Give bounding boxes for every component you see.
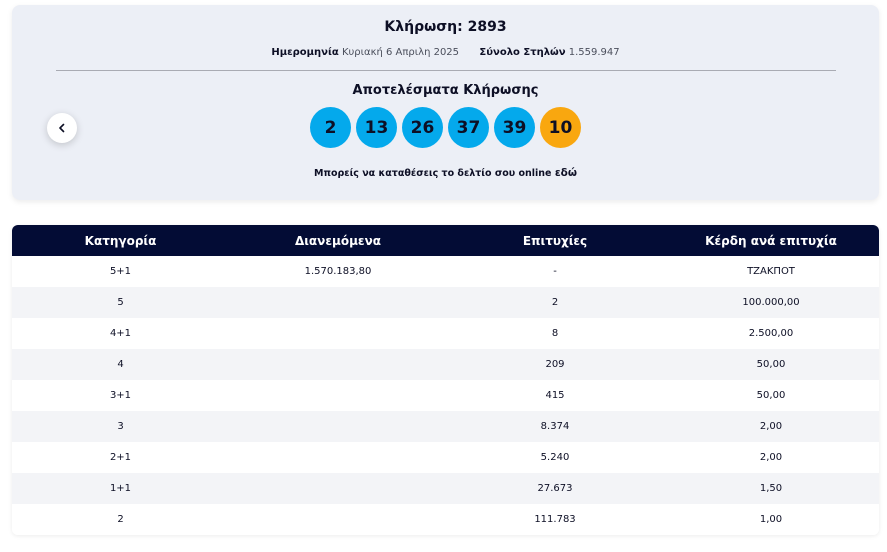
cell-category: 3 xyxy=(117,421,124,432)
draw-meta: Ημερομηνία Κυριακή 6 Απριλη 2025 Σύνολο … xyxy=(12,47,879,58)
table-row: 1+1 27.673 1,50 xyxy=(12,473,879,504)
cell-winners: - xyxy=(553,266,557,277)
table-row: 4 209 50,00 xyxy=(12,349,879,380)
header-prize-per-winner: Κέρδη ανά επιτυχία xyxy=(705,233,837,248)
cell-winners: 8.374 xyxy=(540,421,570,432)
cell-winners: 209 xyxy=(545,359,565,370)
cell-winners: 2 xyxy=(551,297,559,308)
cell-prize: 2,00 xyxy=(759,421,783,432)
columns-label: Σύνολο Στηλών xyxy=(479,47,566,58)
bonus-ball: 10 xyxy=(540,107,581,148)
number-ball: 2 xyxy=(310,107,351,148)
cell-prize: 1,50 xyxy=(759,483,783,494)
cell-prize: 2,00 xyxy=(759,452,783,463)
cell-category: 3+1 xyxy=(109,390,132,401)
previous-draw-button[interactable] xyxy=(47,113,77,143)
cell-winners: 8 xyxy=(551,328,559,339)
results-title: Αποτελέσματα Κλήρωσης xyxy=(352,83,539,98)
cell-winners: 415 xyxy=(545,390,565,401)
cell-winners: 27.673 xyxy=(537,483,573,494)
cell-category: 4 xyxy=(117,359,124,370)
online-note: Μπορείς να καταθέσεις το δελτίο σου onli… xyxy=(12,167,879,179)
cell-distributed: 1.570.183,80 xyxy=(304,266,372,277)
cell-prize: ΤΖΑΚΠΟΤ xyxy=(747,266,795,277)
number-ball: 26 xyxy=(402,107,443,148)
chevron-left-icon xyxy=(59,123,65,133)
number-ball: 39 xyxy=(494,107,535,148)
cell-category: 2+1 xyxy=(109,452,132,463)
date-label: Ημερομηνία xyxy=(271,47,339,58)
header-winners: Επιτυχίες xyxy=(522,233,588,248)
table-row: 5+1 1.570.183,80 - ΤΖΑΚΠΟΤ xyxy=(12,256,879,287)
divider xyxy=(56,70,836,71)
draw-title: Κλήρωση: 2893 xyxy=(384,19,507,35)
table-row: 3+1 415 50,00 xyxy=(12,380,879,411)
winning-numbers: 2 13 26 37 39 10 xyxy=(12,107,879,148)
cell-category: 4+1 xyxy=(109,328,132,339)
cell-winners: 5.240 xyxy=(540,452,570,463)
draw-card: Κλήρωση: 2893 Ημερομηνία Κυριακή 6 Απριλ… xyxy=(12,5,879,200)
cell-prize: 50,00 xyxy=(756,359,786,370)
table-row: 5 2 100.000,00 xyxy=(12,287,879,318)
columns-value: 1.559.947 xyxy=(568,47,620,58)
table-row: 2+1 5.240 2,00 xyxy=(12,442,879,473)
number-ball: 13 xyxy=(356,107,397,148)
header-distributed: Διανεμόμενα xyxy=(294,233,382,248)
table-header: Κατηγορία Διανεμόμενα Επιτυχίες Κέρδη αν… xyxy=(12,225,879,256)
table-row: 4+1 8 2.500,00 xyxy=(12,318,879,349)
cell-winners: 111.783 xyxy=(534,514,576,525)
prize-table: Κατηγορία Διανεμόμενα Επιτυχίες Κέρδη αν… xyxy=(12,225,879,535)
online-note-text: Μπορείς να καταθέσεις το δελτίο σου onli… xyxy=(313,168,552,179)
number-ball: 37 xyxy=(448,107,489,148)
cell-prize: 50,00 xyxy=(756,390,786,401)
online-link[interactable]: εδώ xyxy=(554,167,577,179)
cell-category: 1+1 xyxy=(109,483,132,494)
table-row: 2 111.783 1,00 xyxy=(12,504,879,535)
cell-prize: 100.000,00 xyxy=(742,297,800,308)
cell-category: 2 xyxy=(117,514,124,525)
cell-category: 5+1 xyxy=(109,266,132,277)
header-category: Κατηγορία xyxy=(84,233,157,248)
cell-prize: 2.500,00 xyxy=(748,328,794,339)
cell-category: 5 xyxy=(117,297,124,308)
table-row: 3 8.374 2,00 xyxy=(12,411,879,442)
date-value: Κυριακή 6 Απριλη 2025 xyxy=(341,47,460,58)
cell-prize: 1,00 xyxy=(759,514,783,525)
